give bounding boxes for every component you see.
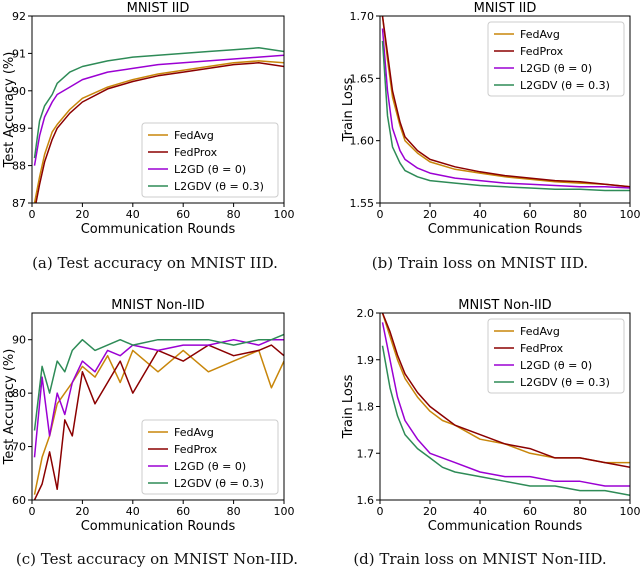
legend-label: L2GD (θ = 0) — [520, 359, 592, 372]
x-tick-label: 40 — [126, 208, 140, 221]
x-axis-label: Communication Rounds — [81, 519, 236, 534]
x-tick-label: 0 — [29, 505, 36, 518]
legend-label: FedProx — [174, 443, 218, 456]
legend-label: L2GD (θ = 0) — [174, 163, 246, 176]
x-tick-label: 20 — [75, 208, 89, 221]
legend-label: L2GDV (θ = 0.3) — [174, 477, 264, 490]
legend-box — [487, 318, 625, 394]
x-tick-label: 60 — [176, 505, 190, 518]
legend-label: L2GD (θ = 0) — [520, 62, 592, 75]
y-axis-label: Train Loss — [341, 77, 356, 142]
legend-label: FedAvg — [520, 28, 560, 41]
x-tick-label: 80 — [227, 505, 241, 518]
caption-c: (c) Test accuracy on MNIST Non-IID. — [15, 550, 299, 568]
series-line-fedprox — [381, 313, 630, 469]
legend-box — [487, 21, 625, 97]
legend-label: FedProx — [520, 45, 564, 58]
x-tick-label: 20 — [423, 505, 437, 518]
x-tick-label: 60 — [523, 208, 537, 221]
x-tick-label: 20 — [423, 208, 437, 221]
series-line-l2gdv — [33, 47, 284, 159]
y-tick-label: 1.7 — [357, 447, 375, 460]
x-axis-label: Communication Rounds — [428, 222, 583, 237]
legend-box — [141, 122, 279, 198]
legend-label: L2GD (θ = 0) — [174, 460, 246, 473]
x-tick-label: 40 — [473, 208, 487, 221]
series-line-fedprox — [381, 16, 630, 188]
y-tick-label: 92 — [12, 10, 26, 23]
y-tick-label: 1.70 — [350, 10, 375, 23]
plot-frame — [31, 312, 285, 501]
x-tick-label: 60 — [523, 505, 537, 518]
y-tick-label: 1.8 — [357, 401, 375, 414]
legend-box — [141, 419, 279, 495]
chart-title: MNIST IID — [127, 1, 190, 16]
x-tick-label: 100 — [620, 208, 640, 221]
x-tick-label: 100 — [274, 505, 295, 518]
y-tick-label: 1.6 — [357, 494, 375, 507]
caption-b: (b) Train loss on MNIST IID. — [371, 254, 589, 272]
legend-label: FedAvg — [174, 426, 214, 439]
y-tick-label: 1.9 — [357, 354, 375, 367]
series-line-l2gd — [381, 322, 630, 487]
x-tick-label: 20 — [75, 505, 89, 518]
x-axis-label: Communication Rounds — [428, 519, 583, 534]
y-tick-label: 1.55 — [350, 197, 375, 210]
x-tick-label: 40 — [126, 505, 140, 518]
y-tick-label: 1.65 — [350, 72, 375, 85]
legend-label: L2GDV (θ = 0.3) — [520, 376, 610, 389]
y-tick-label: 90 — [12, 85, 26, 98]
y-axis-label: Test Accuracy (%) — [2, 349, 17, 466]
legend-label: FedAvg — [174, 129, 214, 142]
x-tick-label: 80 — [573, 208, 587, 221]
y-tick-label: 91 — [12, 47, 26, 60]
x-tick-label: 0 — [377, 208, 384, 221]
y-axis-label: Test Accuracy (%) — [2, 52, 17, 169]
series-line-fedavg — [33, 60, 284, 203]
plot-frame — [31, 15, 285, 204]
caption-d: (d) Train loss on MNIST Non-IID. — [353, 550, 607, 568]
series-line-fedavg — [33, 349, 284, 495]
x-tick-label: 100 — [620, 505, 640, 518]
chart-title: MNIST Non-IID — [111, 298, 204, 313]
x-tick-label: 80 — [227, 208, 241, 221]
series-line-fedprox — [35, 62, 284, 203]
series-line-l2gd — [33, 54, 284, 166]
series-line-fedavg — [381, 16, 630, 188]
x-tick-label: 40 — [473, 505, 487, 518]
y-tick-label: 80 — [12, 387, 26, 400]
y-tick-label: 90 — [12, 334, 26, 347]
legend-label: FedProx — [520, 342, 564, 355]
series-line-l2gdv — [381, 345, 630, 497]
legend-label: FedProx — [174, 146, 218, 159]
y-axis-label: Train Loss — [341, 374, 356, 439]
y-tick-label: 70 — [12, 441, 26, 454]
x-tick-label: 0 — [377, 505, 384, 518]
x-tick-label: 60 — [176, 208, 190, 221]
chart-title: MNIST IID — [474, 1, 537, 16]
y-tick-label: 89 — [12, 122, 26, 135]
y-tick-label: 60 — [12, 494, 26, 507]
chart-title: MNIST Non-IID — [458, 298, 551, 313]
legend-label: L2GDV (θ = 0.3) — [520, 79, 610, 92]
y-tick-label: 2.0 — [357, 307, 375, 320]
x-tick-label: 100 — [274, 208, 295, 221]
series-line-l2gd — [381, 28, 630, 189]
series-line-l2gd — [33, 338, 284, 458]
caption-a: (a) Test accuracy on MNIST IID. — [32, 254, 278, 272]
y-tick-label: 88 — [12, 160, 26, 173]
series-line-l2gdv — [381, 40, 630, 192]
legend-label: L2GDV (θ = 0.3) — [174, 180, 264, 193]
legend-label: FedAvg — [520, 325, 560, 338]
y-tick-label: 1.60 — [350, 135, 375, 148]
plot-frame — [379, 15, 631, 204]
y-tick-label: 87 — [12, 197, 26, 210]
x-tick-label: 80 — [573, 505, 587, 518]
series-line-l2gdv — [33, 333, 284, 431]
x-tick-label: 0 — [29, 208, 36, 221]
x-axis-label: Communication Rounds — [81, 222, 236, 237]
series-line-fedprox — [33, 344, 284, 500]
